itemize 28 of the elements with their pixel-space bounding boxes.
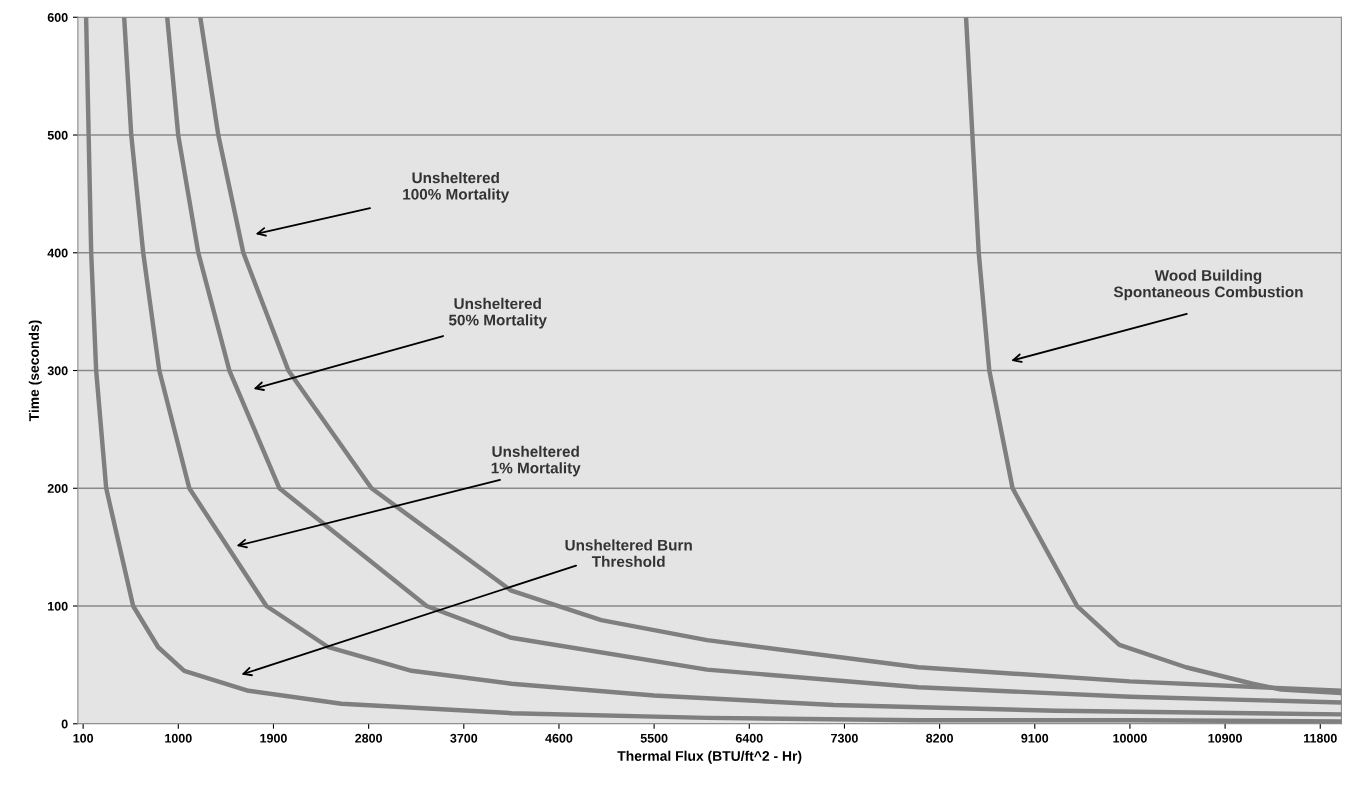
annotation: Wood Building Spontaneous Combustion xyxy=(1113,269,1303,301)
x-tick-label: 8200 xyxy=(926,733,954,743)
x-tick-label: 5500 xyxy=(640,733,668,743)
y-tick-label: 100 xyxy=(48,601,68,611)
x-tick-label: 100 xyxy=(73,733,94,743)
x-axis-title: Thermal Flux (BTU/ft^2 - Hr) xyxy=(617,750,802,764)
annotation: Unsheltered Burn Threshold xyxy=(565,539,692,568)
annotation: Unsheltered 50% Mortality xyxy=(448,297,547,329)
y-tick-label: 600 xyxy=(47,13,68,22)
x-tick-label: 10900 xyxy=(1208,733,1242,743)
x-tick-label: 1000 xyxy=(165,733,192,743)
y-tick-label: 300 xyxy=(47,366,68,376)
y-axis-title: Time (seconds) xyxy=(28,320,42,422)
annotation: Unsheltered 1% Mortality xyxy=(491,445,581,477)
x-tick-label: 11800 xyxy=(1304,733,1337,743)
y-tick-label: 400 xyxy=(47,248,68,258)
y-tick-label: 0 xyxy=(61,719,68,729)
x-tick-label: 1900 xyxy=(260,733,287,743)
x-tick-label: 3700 xyxy=(450,733,478,743)
annotation: Unsheltered 100% Mortality xyxy=(403,172,510,203)
x-tick-label: 2800 xyxy=(355,733,383,743)
x-tick-label: 6400 xyxy=(735,733,763,743)
y-tick-label: 500 xyxy=(47,130,68,140)
x-tick-label: 10000 xyxy=(1113,733,1147,743)
y-tick-label: 200 xyxy=(47,484,68,493)
x-tick-label: 7300 xyxy=(831,733,858,743)
x-tick-label: 4600 xyxy=(545,733,573,743)
x-tick-label: 9100 xyxy=(1021,733,1049,743)
